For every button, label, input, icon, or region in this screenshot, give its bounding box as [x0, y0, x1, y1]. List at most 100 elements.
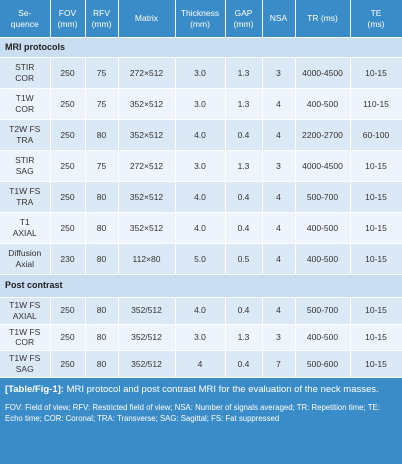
table-cell: 3.0	[175, 324, 226, 352]
table-row: T1W COR 250 75 352×512 3.0 1.3 4 400-500 110-15	[0, 88, 402, 120]
table-cell: T1 AXIAL	[0, 212, 51, 244]
table-cell: 250	[50, 324, 86, 352]
table-cell: 400-500	[295, 324, 351, 352]
table-cell: 1.3	[225, 57, 263, 89]
table-cell: T1W FS COR	[0, 324, 51, 352]
table-cell: 250	[50, 119, 86, 151]
section-title: MRI protocols	[0, 37, 402, 58]
table-cell: 112×80	[118, 243, 176, 275]
table-cell: 1.3	[225, 88, 263, 120]
table-cell: 4	[262, 243, 296, 275]
table-cell: 500-700	[295, 181, 351, 213]
table-cell: 4000-4500	[295, 150, 351, 182]
table-cell: STIR COR	[0, 57, 51, 89]
table-cell: 80	[85, 324, 119, 352]
table-cell: 250	[50, 57, 86, 89]
table-row: T2W FS TRA 250 80 352×512 4.0 0.4 4 2200-2700 60…	[0, 119, 402, 151]
table-cell: 0.4	[225, 212, 263, 244]
table-cell: 352/512	[118, 297, 176, 325]
table-cell: 10-15	[350, 150, 402, 182]
table-cell: 10-15	[350, 212, 402, 244]
table-cell: 3	[262, 57, 296, 89]
table-cell: 230	[50, 243, 86, 275]
column-header: Thickness (mm)	[175, 0, 226, 38]
table-cell: 80	[85, 297, 119, 325]
caption-text: MRI protocol and post contrast MRI for t…	[66, 384, 379, 395]
column-header: Se- quence	[0, 0, 51, 38]
protocol-table: Se- quence FOV (mm) RFV (mm) Matrix Thicknes…	[0, 0, 402, 378]
table-cell: 75	[85, 150, 119, 182]
column-header: TE (ms)	[350, 0, 402, 38]
table-cell: 10-15	[350, 350, 402, 378]
table-cell: 3.0	[175, 88, 226, 120]
table-cell: 0.4	[225, 350, 263, 378]
table-cell: 3	[262, 150, 296, 182]
table-cell: 75	[85, 57, 119, 89]
table-cell: 2200-2700	[295, 119, 351, 151]
column-header: NSA	[262, 0, 296, 38]
table-cell: 4	[262, 212, 296, 244]
table-cell: 250	[50, 212, 86, 244]
table-cell: 250	[50, 150, 86, 182]
table-cell: 272×512	[118, 150, 176, 182]
table-cell: T1W COR	[0, 88, 51, 120]
table-cell: 7	[262, 350, 296, 378]
table-cell: 5.0	[175, 243, 226, 275]
table-row: T1W FS TRA 250 80 352×512 4.0 0.4 4 500-700 10-1…	[0, 181, 402, 213]
table-cell: 60-100	[350, 119, 402, 151]
table-cell: 80	[85, 181, 119, 213]
table-cell: 1.3	[225, 150, 263, 182]
table-row: Diffusion Axial 230 80 112×80 5.0 0.5 4 400-500…	[0, 243, 402, 275]
table-cell: T1W FS SAG	[0, 350, 51, 378]
column-header: GAP (mm)	[225, 0, 263, 38]
table-cell: 10-15	[350, 57, 402, 89]
column-header: FOV (mm)	[50, 0, 86, 38]
table-cell: 500-700	[295, 297, 351, 325]
table-cell: 0.5	[225, 243, 263, 275]
table-cell: 3.0	[175, 57, 226, 89]
table-cell: 3	[262, 324, 296, 352]
caption-label: [Table/Fig-1]:	[5, 384, 64, 395]
caption: [Table/Fig-1]: MRI protocol and post con…	[0, 378, 402, 464]
table-cell: 352×512	[118, 212, 176, 244]
table-cell: 10-15	[350, 181, 402, 213]
table-cell: 250	[50, 88, 86, 120]
table-cell: 75	[85, 88, 119, 120]
table-cell: T1W FS AXIAL	[0, 297, 51, 325]
table-cell: 10-15	[350, 243, 402, 275]
table-row: T1W FS AXIAL 250 80 352/512 4.0 0.4 4 500-700 10…	[0, 297, 402, 325]
table-cell: 80	[85, 119, 119, 151]
table-cell: 3.0	[175, 150, 226, 182]
table-cell: STIR SAG	[0, 150, 51, 182]
table-row: T1W FS SAG 250 80 352/512 4 0.4 7 500-600 10-15	[0, 350, 402, 378]
table-cell: 4	[262, 88, 296, 120]
table-cell: 400-500	[295, 212, 351, 244]
column-header: RFV (mm)	[85, 0, 119, 38]
table-cell: 0.4	[225, 297, 263, 325]
table-cell: 400-500	[295, 88, 351, 120]
table-cell: 4.0	[175, 181, 226, 213]
table-cell: 400-500	[295, 243, 351, 275]
table-cell: 1.3	[225, 324, 263, 352]
table-cell: 80	[85, 243, 119, 275]
table-cell: 4	[262, 181, 296, 213]
table-cell: 4000-4500	[295, 57, 351, 89]
table-row: STIR SAG 250 75 272×512 3.0 1.3 3 4000-4500 10-1…	[0, 150, 402, 182]
table-cell: Diffusion Axial	[0, 243, 51, 275]
caption-note: FOV: Field of view; RFV: Restricted fiel…	[5, 402, 380, 424]
column-header: Matrix	[118, 0, 176, 38]
table-cell: 352×512	[118, 181, 176, 213]
table-cell: 352×512	[118, 119, 176, 151]
table-cell: T1W FS TRA	[0, 181, 51, 213]
section-row: MRI protocols	[0, 37, 402, 58]
table-row: STIR COR 250 75 272×512 3.0 1.3 3 4000-4500 10-1…	[0, 57, 402, 89]
table-cell: 352/512	[118, 324, 176, 352]
table-cell: 4.0	[175, 119, 226, 151]
table-cell: 4.0	[175, 212, 226, 244]
table-cell: 250	[50, 181, 86, 213]
table-cell: 352/512	[118, 350, 176, 378]
column-header: TR (ms)	[295, 0, 351, 38]
table-cell: 10-15	[350, 324, 402, 352]
table-cell: 250	[50, 297, 86, 325]
